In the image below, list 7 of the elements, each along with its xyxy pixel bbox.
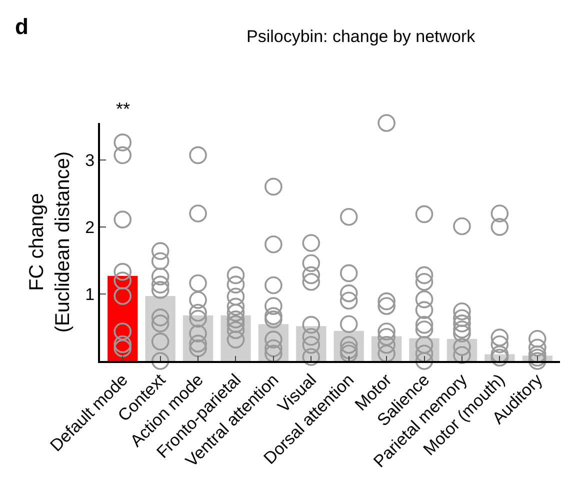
y-axis-title: FC change (Euclidean distance) xyxy=(26,151,74,333)
chart-title: Psilocybin: change by network xyxy=(246,26,476,46)
y-tick-label: 3 xyxy=(85,150,95,170)
text: d xyxy=(15,14,28,39)
y-tick-label: 2 xyxy=(85,218,95,237)
y-tick-label: 1 xyxy=(85,284,95,304)
text: ** xyxy=(116,99,130,119)
